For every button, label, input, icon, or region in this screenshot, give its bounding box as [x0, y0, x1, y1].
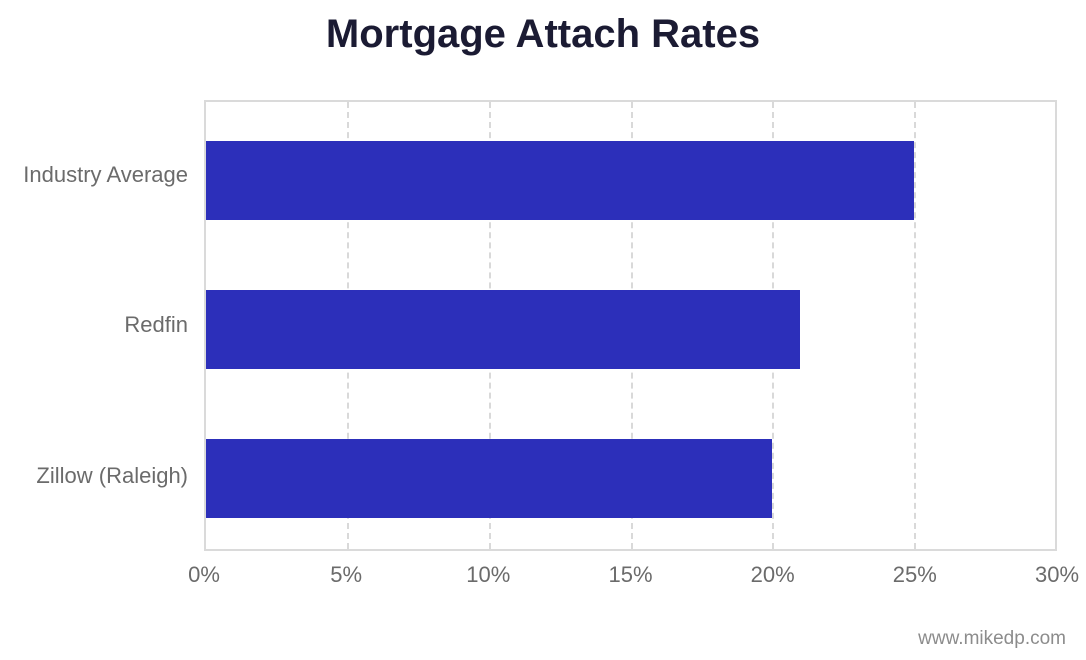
chart-title: Mortgage Attach Rates	[325, 12, 761, 56]
x-tick-label: 5%	[330, 562, 363, 587]
plot-area	[204, 100, 1057, 551]
bar-zillow-raleigh	[206, 438, 772, 518]
watermark: www.mikedp.com	[918, 628, 1066, 649]
x-axis-labels: 0% 5% 10% 15% 20% 25% 30%	[188, 562, 1079, 590]
x-tick-label: 0%	[188, 562, 220, 587]
x-tick-label: 15%	[608, 562, 653, 587]
gridline	[913, 102, 916, 549]
x-tick-label: 25%	[892, 562, 937, 587]
bar-redfin	[206, 289, 801, 369]
y-label: Redfin	[124, 312, 188, 338]
bar-industry-average	[206, 140, 914, 220]
y-label: Zillow (Raleigh)	[36, 462, 188, 488]
x-tick-label: 30%	[1034, 562, 1080, 587]
y-axis-labels: Industry Average Redfin Zillow (Raleigh)	[0, 100, 188, 551]
x-tick-label: 10%	[466, 562, 511, 587]
y-label: Industry Average	[23, 162, 188, 188]
x-tick-label: 20%	[750, 562, 795, 587]
